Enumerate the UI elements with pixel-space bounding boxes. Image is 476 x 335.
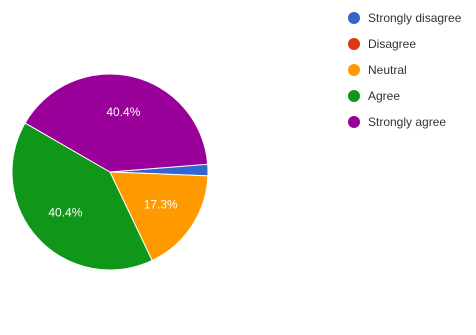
- legend-item-strongly-disagree[interactable]: Strongly disagree: [348, 8, 461, 28]
- legend-item-neutral[interactable]: Neutral: [348, 60, 461, 80]
- pie-slice-agree[interactable]: [11, 122, 153, 271]
- legend-swatch-strongly-disagree: [348, 12, 360, 24]
- legend-label-agree: Agree: [368, 89, 401, 103]
- slice-label-agree: 40.4%: [48, 205, 82, 219]
- legend-label-neutral: Neutral: [368, 63, 407, 77]
- legend-label-disagree: Disagree: [368, 37, 417, 51]
- legend-swatch-agree: [348, 90, 360, 102]
- legend-swatch-disagree: [348, 38, 360, 50]
- legend-swatch-neutral: [348, 64, 360, 76]
- legend-item-disagree[interactable]: Disagree: [348, 34, 461, 54]
- legend-label-strongly-disagree: Strongly disagree: [368, 11, 462, 25]
- legend-item-agree[interactable]: Agree: [348, 86, 461, 106]
- pie-slice-neutral[interactable]: [109, 171, 209, 262]
- pie-slice-strongly-agree[interactable]: [24, 73, 209, 173]
- legend-item-strongly-agree[interactable]: Strongly agree: [348, 112, 461, 132]
- slice-label-strongly-agree: 40.4%: [106, 105, 140, 119]
- slice-label-neutral: 17.3%: [144, 198, 178, 212]
- legend: Strongly disagree Disagree Neutral Agree…: [348, 8, 461, 138]
- legend-swatch-strongly-agree: [348, 116, 360, 128]
- legend-label-strongly-agree: Strongly agree: [368, 115, 447, 129]
